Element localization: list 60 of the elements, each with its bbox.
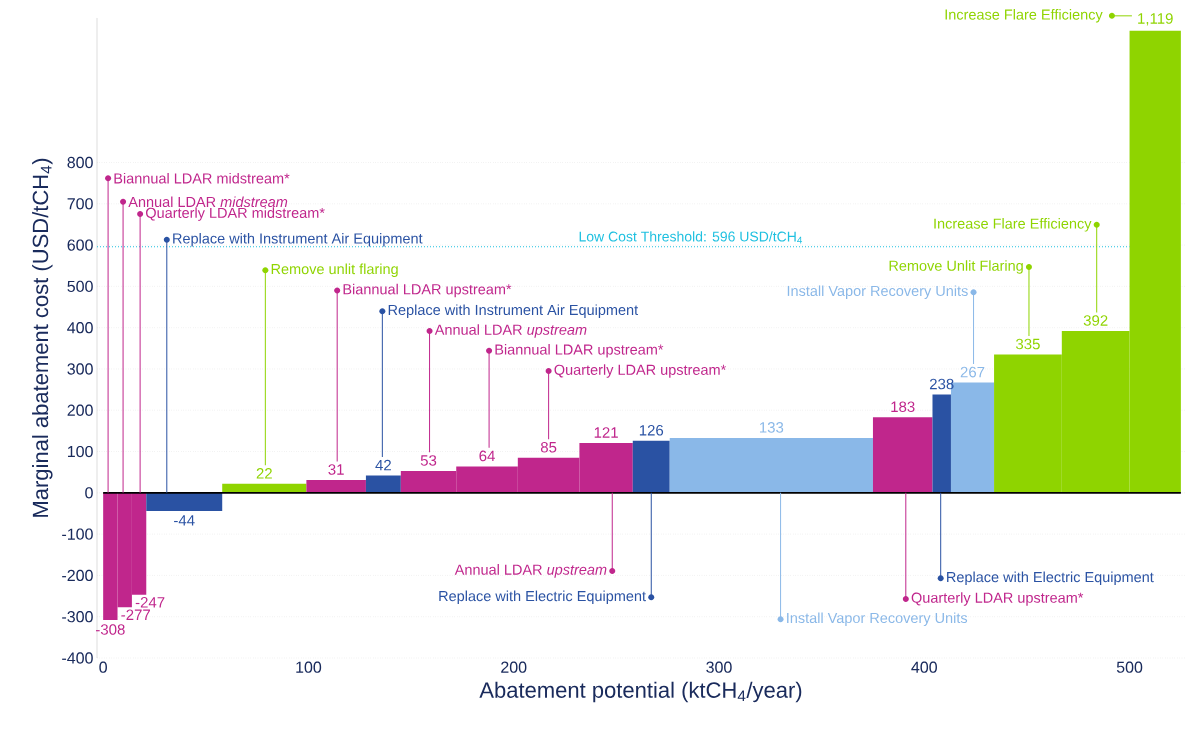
data-label: -44 <box>174 515 195 526</box>
y-tick-label: -100 <box>62 528 93 540</box>
annotation: Install Vapor Recovery Units <box>787 285 968 299</box>
x-axis-title: Abatement potential (ktCH$_{4}$/year) <box>479 681 802 703</box>
data-label: 238 <box>929 378 954 390</box>
x-tick-label: 100 <box>296 661 322 673</box>
y-tick-label: 600 <box>67 239 93 251</box>
annotation: Quarterly LDAR midstream* <box>146 207 325 221</box>
annotation: Remove unlit flaring <box>271 263 398 278</box>
x-tick-label: 200 <box>501 661 527 673</box>
annotation: Quarterly LDAR upstream* <box>554 364 727 378</box>
data-label: -277 <box>121 609 150 620</box>
data-label: 1,119 <box>1138 13 1173 26</box>
y-tick-label: -200 <box>62 569 93 582</box>
annotation: Install Vapor Recovery Units <box>787 612 968 626</box>
annotation: Replace with Electric Equipment <box>947 571 1154 586</box>
data-label: 53 <box>420 455 437 466</box>
data-label: 22 <box>256 468 272 479</box>
y-tick-label: 500 <box>67 280 93 293</box>
y-tick-label: 300 <box>67 363 93 375</box>
annotation: Annual LDAR midstream <box>128 196 288 208</box>
annotation: Replace with Instrument Air Equipment <box>173 232 423 247</box>
data-label: 183 <box>891 401 915 413</box>
annotation: Quarterly LDAR upstream* <box>911 592 1084 606</box>
y-tick-label: 100 <box>68 445 93 458</box>
annotation: Annual LDAR upstream <box>434 324 587 338</box>
x-tick-label: 500 <box>1116 661 1143 673</box>
annotation: Increase Flare Efficiency <box>934 218 1092 232</box>
y-tick-label: 200 <box>67 404 93 416</box>
data-label: 267 <box>960 366 985 378</box>
y-tick-label: -400 <box>62 652 93 664</box>
data-label: -247 <box>135 597 165 608</box>
annotation: Biannual LDAR upstream* <box>343 283 512 298</box>
annotation: Remove Unlit Flaring <box>889 260 1023 274</box>
data-label: 64 <box>479 450 495 462</box>
annotation: Replace with Instrument Air Equipment <box>388 304 639 318</box>
data-label: 121 <box>594 427 618 438</box>
data-label: 392 <box>1083 315 1108 326</box>
annotation: Biannual LDAR midstream* <box>114 172 290 184</box>
x-tick-label: 300 <box>706 661 732 673</box>
y-tick-label: 700 <box>67 198 93 210</box>
data-label: 31 <box>328 464 344 475</box>
data-label: -308 <box>95 624 125 635</box>
annotation: Replace with Electric Equipment <box>439 590 646 605</box>
data-label: 85 <box>540 441 557 453</box>
y-axis-title: Marginal abatement cost (USD/tCH$_{4}$) <box>32 158 53 517</box>
annotation: Annual LDAR upstream <box>454 564 607 578</box>
x-tick-label: 400 <box>911 661 937 673</box>
ref-line-label: Low Cost Threshold: 596 USD/tCH$_{4}$ <box>579 231 803 244</box>
y-tick-label: 400 <box>67 322 93 334</box>
annotation: Biannual LDAR upstream* <box>495 344 664 358</box>
data-label: 126 <box>639 424 664 436</box>
y-tick-label: 0 <box>85 487 93 499</box>
data-label: 335 <box>1015 338 1040 350</box>
data-label: 42 <box>375 459 391 471</box>
data-label: 133 <box>759 422 784 433</box>
y-tick-label: -300 <box>62 611 93 623</box>
annotation: Increase Flare Efficiency <box>945 9 1103 23</box>
y-tick-label: 800 <box>67 156 93 169</box>
x-tick-label: 0 <box>99 661 107 673</box>
